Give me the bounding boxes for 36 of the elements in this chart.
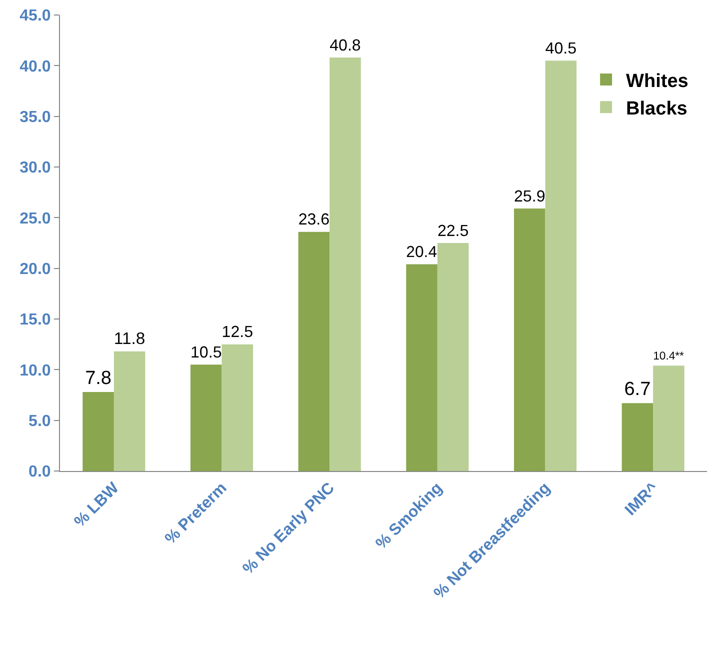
- y-tick-label: 45.0: [20, 8, 51, 25]
- y-tick-label: 40.0: [20, 58, 51, 76]
- data-label: 12.5: [222, 323, 254, 342]
- bar: [406, 264, 438, 471]
- data-label: 22.5: [437, 222, 469, 240]
- data-label: 25.9: [514, 187, 546, 206]
- y-tick-label: 15.0: [20, 312, 51, 329]
- bar: [653, 366, 684, 471]
- data-label: 23.6: [298, 210, 330, 229]
- bar: [190, 364, 222, 471]
- data-label: 7.8: [85, 368, 112, 389]
- y-tick-label: 20.0: [20, 260, 51, 278]
- bar: [298, 232, 330, 471]
- bar: [514, 208, 546, 471]
- bar: [222, 344, 254, 471]
- bar: [330, 58, 361, 471]
- y-tick-label: 25.0: [20, 210, 51, 228]
- data-label: 6.7: [624, 379, 651, 400]
- y-tick-label: 10.0: [20, 362, 51, 380]
- y-tick-label: 35.0: [20, 108, 51, 126]
- y-tick-label: 0.0: [28, 464, 51, 481]
- bar: [545, 60, 577, 471]
- bar: [622, 403, 654, 471]
- legend-label: Blacks: [626, 98, 688, 120]
- data-label: 10.5: [190, 343, 222, 362]
- y-tick-label: 5.0: [28, 412, 51, 430]
- data-label: 40.8: [330, 36, 361, 54]
- data-label: 10.4**: [653, 350, 685, 363]
- data-label: 20.4: [406, 244, 438, 262]
- data-label: 40.5: [545, 39, 577, 58]
- bar: [114, 351, 146, 471]
- bar: [437, 243, 469, 471]
- bar: [82, 392, 114, 471]
- legend-label: Whites: [626, 70, 688, 92]
- y-tick-label: 30.0: [20, 160, 51, 177]
- data-label: 11.8: [114, 329, 146, 348]
